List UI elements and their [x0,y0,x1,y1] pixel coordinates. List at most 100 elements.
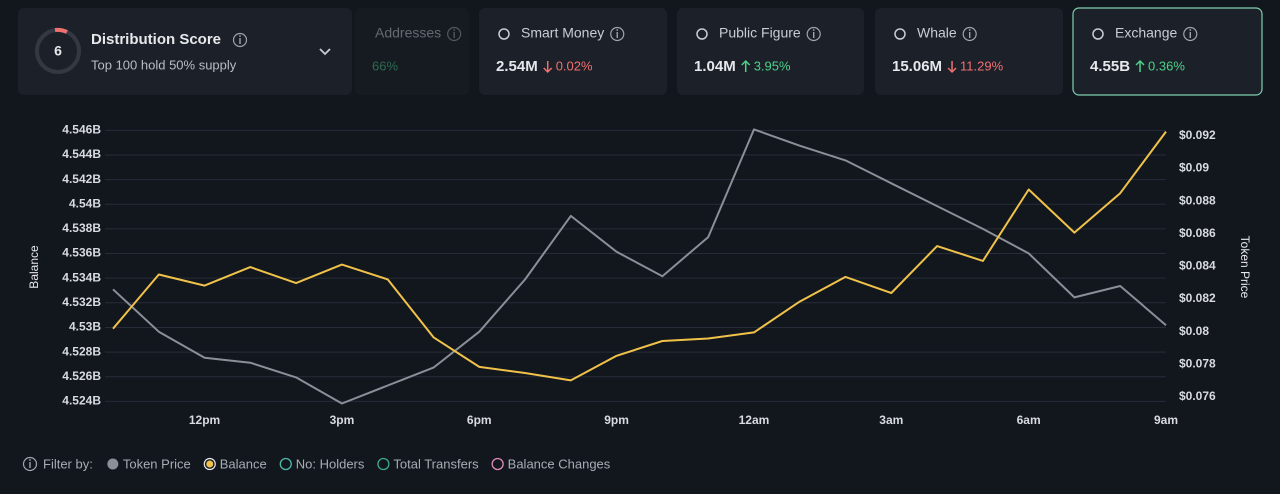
info-icon[interactable] [232,32,248,48]
change-arrow [947,61,957,74]
card-change: 11.29% [960,58,1004,73]
y-tick-label: 4.54B [69,196,101,210]
info-dot [616,29,619,31]
filter-ring [377,457,390,471]
y-tick-label: 4.534B [62,270,101,284]
filter-ring [279,457,292,471]
distribution-card[interactable] [18,8,352,95]
y-tick-label: 4.532B [62,295,101,309]
card-bg [479,8,667,95]
card-label: Smart Money [521,25,604,41]
info-dot [1189,29,1192,31]
card-change: 0.02% [556,58,593,73]
stat-card[interactable]: Whale 15.06M 11.29% [875,8,1063,95]
filter-item[interactable]: Balance Changes [491,456,611,471]
y-tick-label: 4.528B [62,344,101,358]
x-tick-label: 9am [1154,413,1178,427]
info-icon[interactable] [22,456,38,472]
change-arrow [741,59,751,72]
card-bg [677,8,864,95]
info-icon[interactable] [1183,26,1198,42]
card-bg [875,8,1063,95]
info-icon[interactable] [447,26,462,42]
card-label: Whale [917,25,957,41]
y2-tick-label: $0.09 [1179,161,1209,175]
filter-ring [203,457,216,471]
chevron[interactable] [319,48,331,56]
filter-name: Token Price [123,456,191,471]
y-tick-label: 4.536B [62,246,101,260]
card-label: Public Figure [719,25,801,41]
info-ring [610,26,625,42]
y2-tick-label: $0.078 [1179,356,1216,370]
info-ring [806,26,821,42]
card-value: 1.04M [694,58,736,75]
card-value: 4.55B [1090,58,1130,75]
card-value: 2.54M [496,58,538,75]
card-icon [894,28,906,40]
y-tick-label: 4.546B [62,122,101,136]
y-tick-label: 4.542B [62,172,101,186]
stat-card[interactable]: Addresses 66% [355,8,469,95]
y-tick-label: 4.524B [62,394,101,408]
x-tick-label: 3pm [330,413,355,427]
card-bg [1072,7,1263,96]
card-bg [355,8,469,95]
filter-name: No: Holders [296,456,365,471]
filter-name: Balance [220,456,267,471]
y2-tick-label: $0.086 [1179,226,1216,240]
y2-tick-label: $0.076 [1179,389,1216,403]
distribution-title: Distribution Score [91,31,221,48]
card-label: Exchange [1115,25,1177,41]
info-ring [447,26,462,42]
y2-axis-title: Token Price [1238,236,1252,299]
stat-card[interactable]: Smart Money 2.54M 0.02% [479,8,667,95]
card-change: 0.36% [1148,58,1185,73]
info-ring [1183,26,1198,42]
x-tick-label: 12pm [189,413,220,427]
card-icon [1092,28,1104,40]
x-tick-label: 6pm [467,413,492,427]
stat-card[interactable]: Public Figure 1.04M 3.95% [677,8,864,95]
x-tick-label: 9pm [604,413,629,427]
info-icon[interactable] [806,26,821,42]
x-tick-label: 6am [1017,413,1041,427]
x-tick-label: 3am [879,413,903,427]
info-dot [812,29,815,31]
filter-name: Balance Changes [508,456,611,471]
series-line [112,128,1167,405]
filter-ring [491,457,504,471]
y-tick-label: 4.544B [62,147,101,161]
y-tick-label: 4.538B [62,221,101,235]
card-icon [696,28,708,40]
y2-tick-label: $0.092 [1179,128,1216,142]
filter-item[interactable]: Balance [203,456,267,471]
info-dot [453,29,456,31]
y-tick-label: 4.526B [62,369,101,383]
filter-item[interactable]: Total Transfers [377,456,479,471]
y2-tick-label: $0.08 [1179,324,1209,338]
card-label: Addresses [375,25,441,41]
y-axis-title: Balance [27,245,41,289]
card-value: 15.06M [892,58,942,75]
score: 6 [54,43,62,59]
change-arrow [1135,59,1145,72]
stat-card[interactable]: Exchange 4.55B 0.36% [1072,7,1263,96]
change-arrow [543,61,553,74]
y2-tick-label: $0.088 [1179,193,1216,207]
filter-name: Total Transfers [393,456,479,471]
filter-item[interactable]: No: Holders [279,456,365,471]
info-icon[interactable] [962,26,977,42]
y2-tick-label: $0.082 [1179,291,1216,305]
card-change: 3.95% [754,58,791,73]
filter-item[interactable]: Token Price [107,456,191,471]
info-icon[interactable] [610,26,625,42]
score-arc [54,27,68,34]
info-ring [22,456,38,472]
series-line [112,131,1167,382]
y2-tick-label: $0.084 [1179,259,1216,273]
card-icon [498,28,510,40]
info-dot [29,459,31,461]
filter-label: Filter by: [43,456,93,471]
